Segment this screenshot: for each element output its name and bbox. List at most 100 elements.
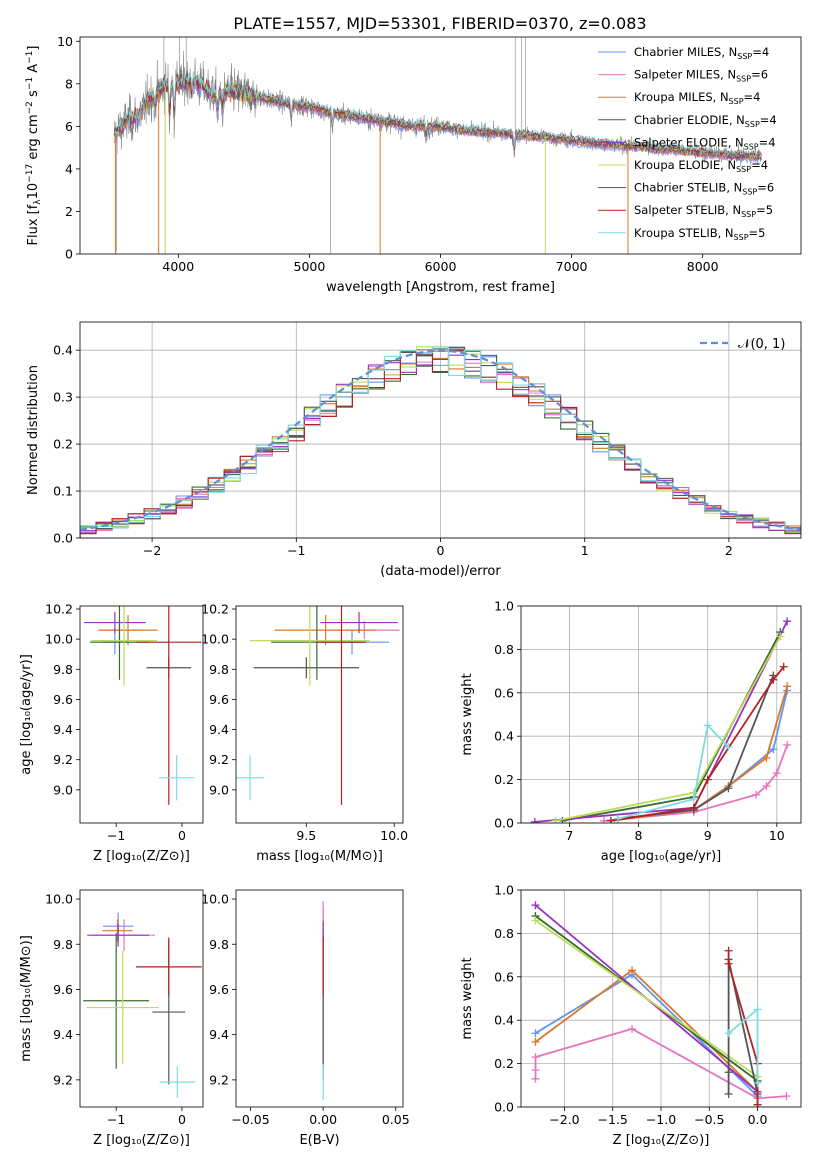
x-tick-label: 10.0 — [380, 828, 408, 843]
weight-marker — [628, 1024, 637, 1033]
y-tick-label: 0.2 — [494, 1056, 514, 1071]
x-axis-label: Z [log₁₀(Z/Z⊙)] — [93, 1133, 190, 1148]
y-tick-label: 9.4 — [53, 1027, 73, 1042]
weight-marker — [783, 682, 792, 691]
weight-marker — [776, 632, 785, 641]
y-tick-label: 0.0 — [494, 1100, 514, 1115]
y-tick-label: 0.4 — [494, 729, 514, 744]
x-tick-label: 0.05 — [382, 1112, 410, 1127]
model-spectrum-kroupa_stelib — [113, 71, 762, 157]
weight-marker — [531, 1037, 540, 1046]
y-tick-label: 10.0 — [45, 892, 73, 907]
weight-marker — [779, 662, 788, 671]
y-tick-label: 0.0 — [494, 816, 514, 831]
weight-marker — [531, 1029, 540, 1038]
axes-frame — [235, 889, 404, 1108]
plot-area — [83, 606, 202, 805]
weight-marker — [769, 675, 778, 684]
x-axis-label: E(B-V) — [299, 1133, 339, 1148]
weight-marker — [551, 816, 560, 823]
y-tick-label: 2 — [65, 204, 73, 219]
legend-entry: Chabrier MILES, NSSP=4 — [634, 45, 769, 61]
weight-marker — [530, 817, 539, 823]
plot-area — [236, 606, 400, 805]
panel-weight-vs-z: −2.0 −1.5 −1.0 −0.5 0.0 0.0 0.2 0.4 0.6 0.8 1.0 Z [… — [460, 883, 802, 1148]
y-tick-label: 9.6 — [209, 692, 229, 707]
y-tick-label: 9.6 — [53, 692, 73, 707]
weight-marker — [531, 1066, 540, 1075]
x-tick-label: 7000 — [556, 259, 588, 274]
weight-marker — [783, 740, 792, 749]
weight-marker — [782, 1092, 791, 1101]
y-tick-label: 1.0 — [494, 883, 514, 898]
x-tick-label: 2 — [725, 543, 733, 558]
weight-marker — [753, 1079, 762, 1088]
plot-area — [113, 37, 762, 254]
legend-entry: 𝒩(0, 1) — [738, 337, 785, 352]
x-tick-label: −1 — [107, 828, 125, 843]
x-tick-label: 4000 — [162, 259, 194, 274]
x-tick-label: −1.5 — [598, 1112, 628, 1127]
x-tick-label: −2 — [143, 543, 161, 558]
y-axis-label: Normed distribution — [26, 365, 41, 495]
panel-weight-vs-age: 7 8 9 10 0.0 0.2 0.4 0.6 0.8 1.0 age [log₁₀(age/yr… — [460, 599, 802, 864]
weight-marker — [689, 803, 698, 812]
y-tick-label: 9.8 — [209, 662, 229, 677]
y-tick-label: 1.0 — [494, 599, 514, 614]
weight-marker — [724, 743, 733, 752]
y-tick-label: 9.8 — [53, 662, 73, 677]
weight-marker — [753, 1005, 762, 1014]
y-tick-label: 9.4 — [209, 1027, 229, 1042]
x-tick-label: 1 — [581, 543, 589, 558]
weight-marker — [689, 795, 698, 804]
weight-marker — [724, 1029, 733, 1038]
legend-entry: Chabrier ELODIE, NSSP=4 — [634, 113, 777, 129]
y-tick-label: 10.2 — [201, 602, 229, 617]
legend-entry: Kroupa MILES, NSSP=4 — [634, 90, 760, 106]
x-tick-label: 0 — [178, 828, 186, 843]
y-axis-label: mass [log₁₀(M/M⊙)] — [19, 935, 34, 1062]
panel-mass-vs-z: −1 0 9.2 9.4 9.6 9.8 10.0 Z [log₁₀(Z/Z⊙)] mass [… — [19, 889, 204, 1148]
y-tick-label: 10.2 — [45, 602, 73, 617]
y-tick-label: 4 — [65, 161, 73, 176]
y-tick-label: 10 — [57, 34, 73, 49]
weight-line-kroupa_stelib — [617, 723, 730, 820]
histogram-kroupa_stelib — [80, 346, 801, 538]
panel-mass-vs-ebv: −0.05 0.00 0.05 9.2 9.4 9.6 9.8 10.0 E(B-V) — [201, 889, 410, 1148]
axes-frame — [79, 605, 204, 824]
y-tick-label: 9.2 — [209, 1072, 229, 1087]
x-tick-label: 10 — [769, 828, 785, 843]
legend-entry: Chabrier STELIB, NSSP=6 — [634, 181, 774, 197]
weight-marker — [531, 1053, 540, 1062]
x-tick-label: 7 — [565, 828, 573, 843]
y-tick-label: 0.3 — [53, 390, 73, 405]
x-tick-label: 5000 — [294, 259, 326, 274]
weight-marker — [703, 721, 712, 730]
legend-entry: Salpeter MILES, NSSP=6 — [634, 68, 768, 84]
y-axis-label: age [log₁₀(age/yr)] — [19, 654, 34, 775]
x-tick-label: 0.00 — [309, 1112, 337, 1127]
axes-frame — [520, 889, 802, 1108]
weight-line-kroupa_elodie — [555, 635, 782, 822]
y-tick-label: 0.2 — [53, 437, 73, 452]
x-tick-label: 8 — [635, 828, 643, 843]
spectrum-legend: Chabrier MILES, NSSP=4 Salpeter MILES, NS… — [598, 45, 777, 242]
y-tick-label: 8 — [65, 76, 73, 91]
y-tick-label: 10.0 — [45, 632, 73, 647]
weight-marker — [752, 790, 761, 799]
y-tick-label: 0.8 — [494, 926, 514, 941]
weight-marker — [724, 1068, 733, 1077]
weight-marker — [762, 782, 771, 791]
axes-frame — [79, 36, 802, 255]
plot-area — [83, 912, 202, 1098]
plot-area — [530, 617, 792, 823]
histogram-salpeter_stelib — [80, 350, 801, 538]
y-tick-label: 10.0 — [201, 892, 229, 907]
x-tick-label: 0.0 — [748, 1112, 768, 1127]
y-axis-label: mass weight — [460, 957, 475, 1039]
y-tick-label: 9.0 — [53, 782, 73, 797]
weight-line-salpeter_stelib — [610, 666, 785, 822]
weight-marker — [772, 769, 781, 778]
weight-marker — [599, 816, 608, 823]
